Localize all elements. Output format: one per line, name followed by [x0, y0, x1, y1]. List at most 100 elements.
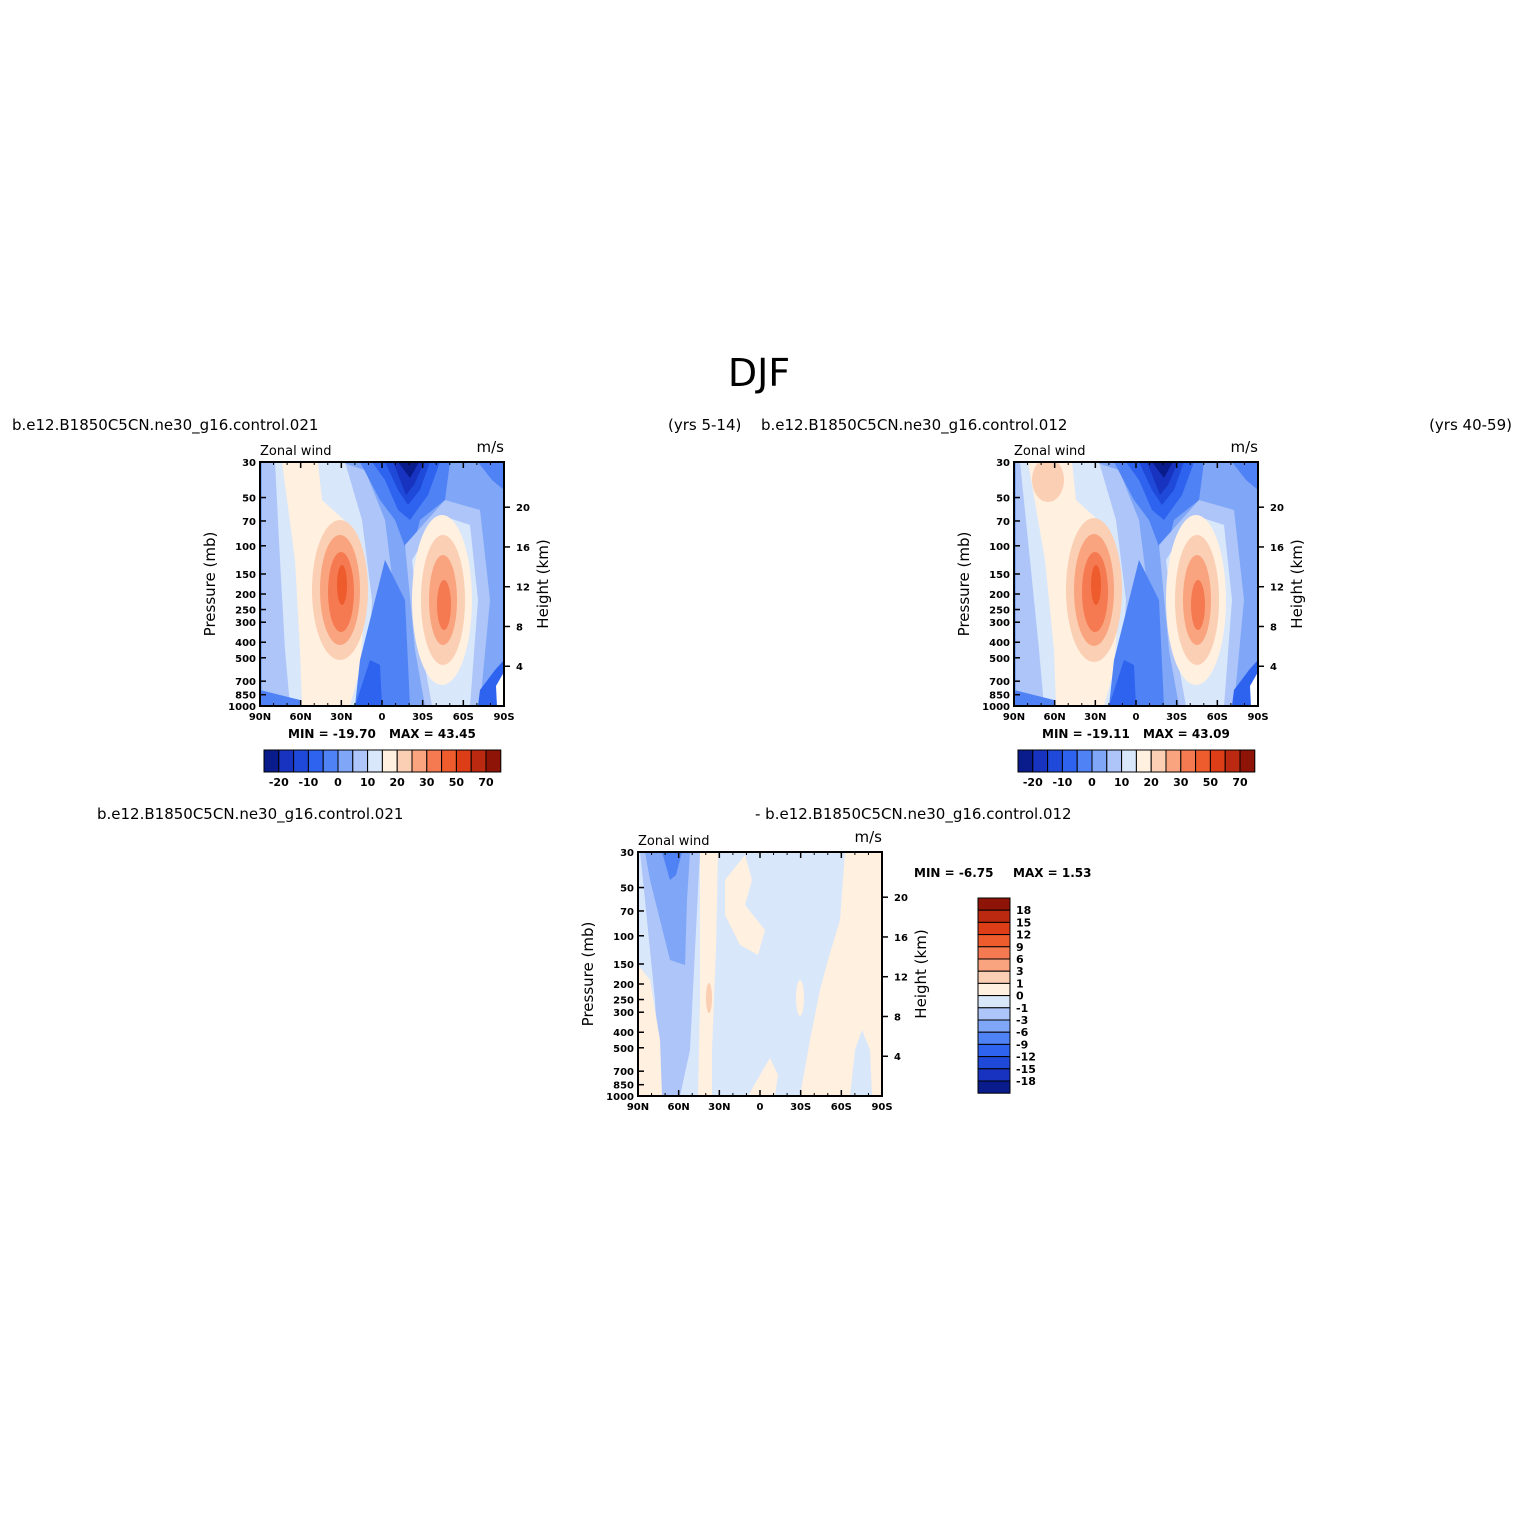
panel-1-var-label: Zonal wind [260, 444, 332, 459]
y-tick-label: 850 [613, 1081, 634, 1092]
colorbar-layer: -20 -10 0 10 20 30 50 70 -20 -10 0 10 20 30 50 70181512… [263, 749, 1256, 1094]
y-tick-label: 250 [989, 606, 1010, 617]
colorbar-swatch [977, 1043, 1011, 1058]
panel-1-units: m/s [477, 438, 505, 456]
y-tick-label: 70 [996, 517, 1010, 528]
colorbar-swatch [411, 749, 428, 773]
colorbar-swatch [977, 958, 1011, 972]
colorbar-label: 1 [1016, 977, 1024, 990]
colorbar-swatch [977, 1031, 1011, 1045]
panel-2-axes: 90N 60N 30N 0 30S 60S 90S 30 50 70 100 150 200 250300… [955, 458, 1306, 723]
y-right-tick-label: 8 [1270, 622, 1277, 633]
diff-case-b-label: - b.e12.B1850C5CN.ne30_g16.control.012 [755, 805, 1072, 824]
colorbar-label: 6 [1016, 953, 1024, 966]
left-years-label: (yrs 5-14) [668, 416, 741, 434]
colorbar-label: 18 [1016, 904, 1031, 917]
colorbar-label: 30 [1173, 776, 1189, 789]
y-tick-label: 100 [613, 932, 634, 943]
colorbar-swatch [293, 749, 309, 773]
y-right-tick-label: 4 [1270, 662, 1277, 673]
y-tick-label: 200 [989, 590, 1010, 601]
y-tick-label: 400 [989, 638, 1010, 649]
colorbar-label: 0 [1088, 776, 1096, 789]
colorbar-label: 3 [1016, 965, 1024, 978]
x-tick-label: 90N [1003, 712, 1025, 723]
panel-3-max: MAX = 1.53 [1013, 866, 1092, 880]
panel-3-contour [637, 851, 883, 1097]
colorbar-swatch [977, 1019, 1011, 1033]
y-tick-label: 500 [235, 654, 256, 665]
colorbar-swatch [1017, 749, 1034, 773]
colorbar-swatch [977, 934, 1011, 948]
y-right-axis-label: Height (km) [1288, 539, 1306, 628]
colorbar-label: 10 [360, 776, 376, 789]
y-tick-label: 150 [989, 570, 1010, 581]
colorbar-swatch [1061, 749, 1078, 773]
colorbar-label: -1 [1016, 1002, 1028, 1015]
x-tick-label: 60S [831, 1102, 852, 1113]
colorbar-swatch [977, 897, 1011, 911]
colorbar-swatch [441, 749, 457, 773]
y-tick-label: 200 [613, 980, 634, 991]
left-case-label: b.e12.B1850C5CN.ne30_g16.control.021 [12, 416, 318, 435]
y-tick-label: 850 [989, 691, 1010, 702]
y-tick-label: 700 [235, 677, 256, 688]
colorbar-swatch [977, 982, 1011, 997]
colorbar-swatch [977, 921, 1011, 936]
colorbar-swatch [367, 749, 383, 773]
colorbar-label: 20 [1144, 776, 1160, 789]
colorbar-label: -18 [1016, 1075, 1036, 1088]
colorbar-label: 20 [390, 776, 406, 789]
y-tick-label: 700 [989, 677, 1010, 688]
colorbar-swatch [977, 1068, 1011, 1082]
x-tick-label: 0 [379, 712, 386, 723]
x-tick-label: 30S [1166, 712, 1187, 723]
colorbar-label: -20 [269, 776, 289, 789]
y-tick-label: 300 [613, 1008, 634, 1019]
panel-1-field [260, 462, 504, 706]
colorbar-swatch [352, 749, 369, 773]
colorbar-swatch [278, 749, 295, 773]
right-case-label: b.e12.B1850C5CN.ne30_g16.control.012 [761, 416, 1067, 435]
y-tick-label: 300 [989, 618, 1010, 629]
colorbar-swatch [455, 749, 472, 773]
panel-1-colorbar: -20 -10 0 10 20 30 50 70 [263, 749, 502, 789]
y-tick-label: 70 [242, 517, 256, 528]
y-tick-label: 150 [235, 570, 256, 581]
y-axis-label: Pressure (mb) [579, 922, 597, 1027]
panel-3-axes: 90N 60N 30N 0 30S 60S 90S 30 50 70 100 150 200 250300… [579, 848, 930, 1113]
colorbar-swatch [977, 1080, 1011, 1094]
colorbar-swatch [1150, 749, 1167, 773]
colorbar-swatch [263, 749, 280, 773]
y-tick-label: 300 [235, 618, 256, 629]
colorbar-label: -12 [1016, 1051, 1036, 1064]
colorbar-swatch [1121, 749, 1137, 773]
x-tick-label: 60N [290, 712, 312, 723]
colorbar-swatch [1180, 749, 1197, 773]
y-right-axis-label: Height (km) [534, 539, 552, 628]
colorbar-swatch [977, 1056, 1011, 1070]
y-right-tick-label: 12 [516, 583, 530, 594]
panel-3-min: MIN = -6.75 [914, 866, 993, 880]
panel-1-max: MAX = 43.45 [389, 727, 476, 741]
colorbar-swatch [1209, 749, 1226, 773]
colorbar-label: -20 [1023, 776, 1043, 789]
x-tick-label: 90N [249, 712, 271, 723]
panel-2-units: m/s [1231, 438, 1259, 456]
y-right-tick-label: 20 [516, 503, 530, 514]
page-title: DJF [728, 351, 790, 395]
right-years-label: (yrs 40-59) [1429, 416, 1512, 434]
panel-2-var-label: Zonal wind [1014, 444, 1086, 459]
y-tick-label: 1000 [982, 702, 1010, 713]
x-tick-label: 60S [453, 712, 474, 723]
x-tick-label: 60N [1044, 712, 1066, 723]
diff-case-a-label: b.e12.B1850C5CN.ne30_g16.control.021 [97, 805, 403, 824]
y-right-tick-label: 12 [894, 973, 908, 984]
colorbar-swatch [977, 909, 1011, 923]
y-tick-label: 150 [613, 960, 634, 971]
x-tick-label: 0 [757, 1102, 764, 1113]
colorbar-swatch [977, 970, 1011, 984]
x-tick-label: 90S [493, 712, 514, 723]
colorbar-swatch [1032, 749, 1049, 773]
y-tick-label: 1000 [228, 702, 256, 713]
